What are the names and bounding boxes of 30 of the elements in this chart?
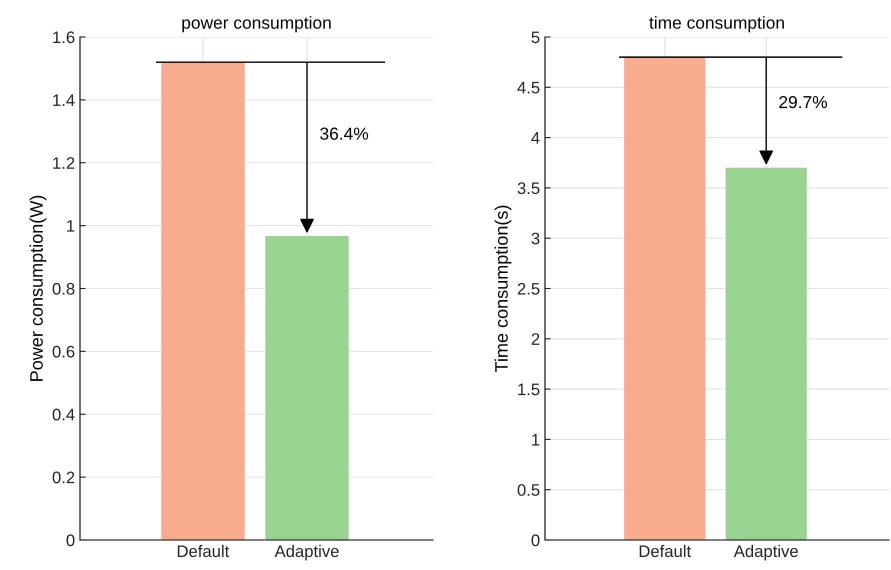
y-tick-label: 2.5 [518,282,540,295]
y-axis-title: Time consumption(s) [494,206,512,372]
y-tick-label: 0 [532,534,540,546]
y-tick-label: 4 [531,132,540,144]
chart-title: power consumption [182,16,331,32]
y-tick-label: 0.5 [518,484,540,496]
x-tick-label: Default [640,544,692,558]
annotation: 36.4% [320,128,368,140]
y-tick-label: 1 [532,434,540,446]
annotation: 29.7% [779,96,827,108]
y-tick-label: 0 [66,534,74,546]
y-tick-label: 1.6 [53,31,74,44]
x-tick-label: Adaptive [274,544,339,560]
x-tick-label: Adaptive [734,544,798,560]
y-tick-label: 0.6 [52,346,74,358]
x-tick-label: Default [178,544,230,558]
y-tick-label: 1.5 [518,384,540,396]
chart-title: time consumption [649,16,784,32]
y-tick-label: 1.4 [53,94,75,106]
y-axis-title: Power consumption(W) [30,196,46,381]
y-tick-label: 5 [532,32,540,44]
y-tick-label: 0.4 [52,408,75,420]
y-tick-label: 3.5 [518,182,540,194]
y-tick-label: 2 [532,333,540,345]
y-tick-label: 4.5 [517,82,540,94]
y-tick-label: 1 [67,220,74,232]
y-tick-label: 0.2 [52,472,74,484]
y-tick-label: 0.8 [52,282,74,295]
y-tick-label: 1.2 [53,157,74,169]
y-tick-label: 3 [532,232,540,244]
